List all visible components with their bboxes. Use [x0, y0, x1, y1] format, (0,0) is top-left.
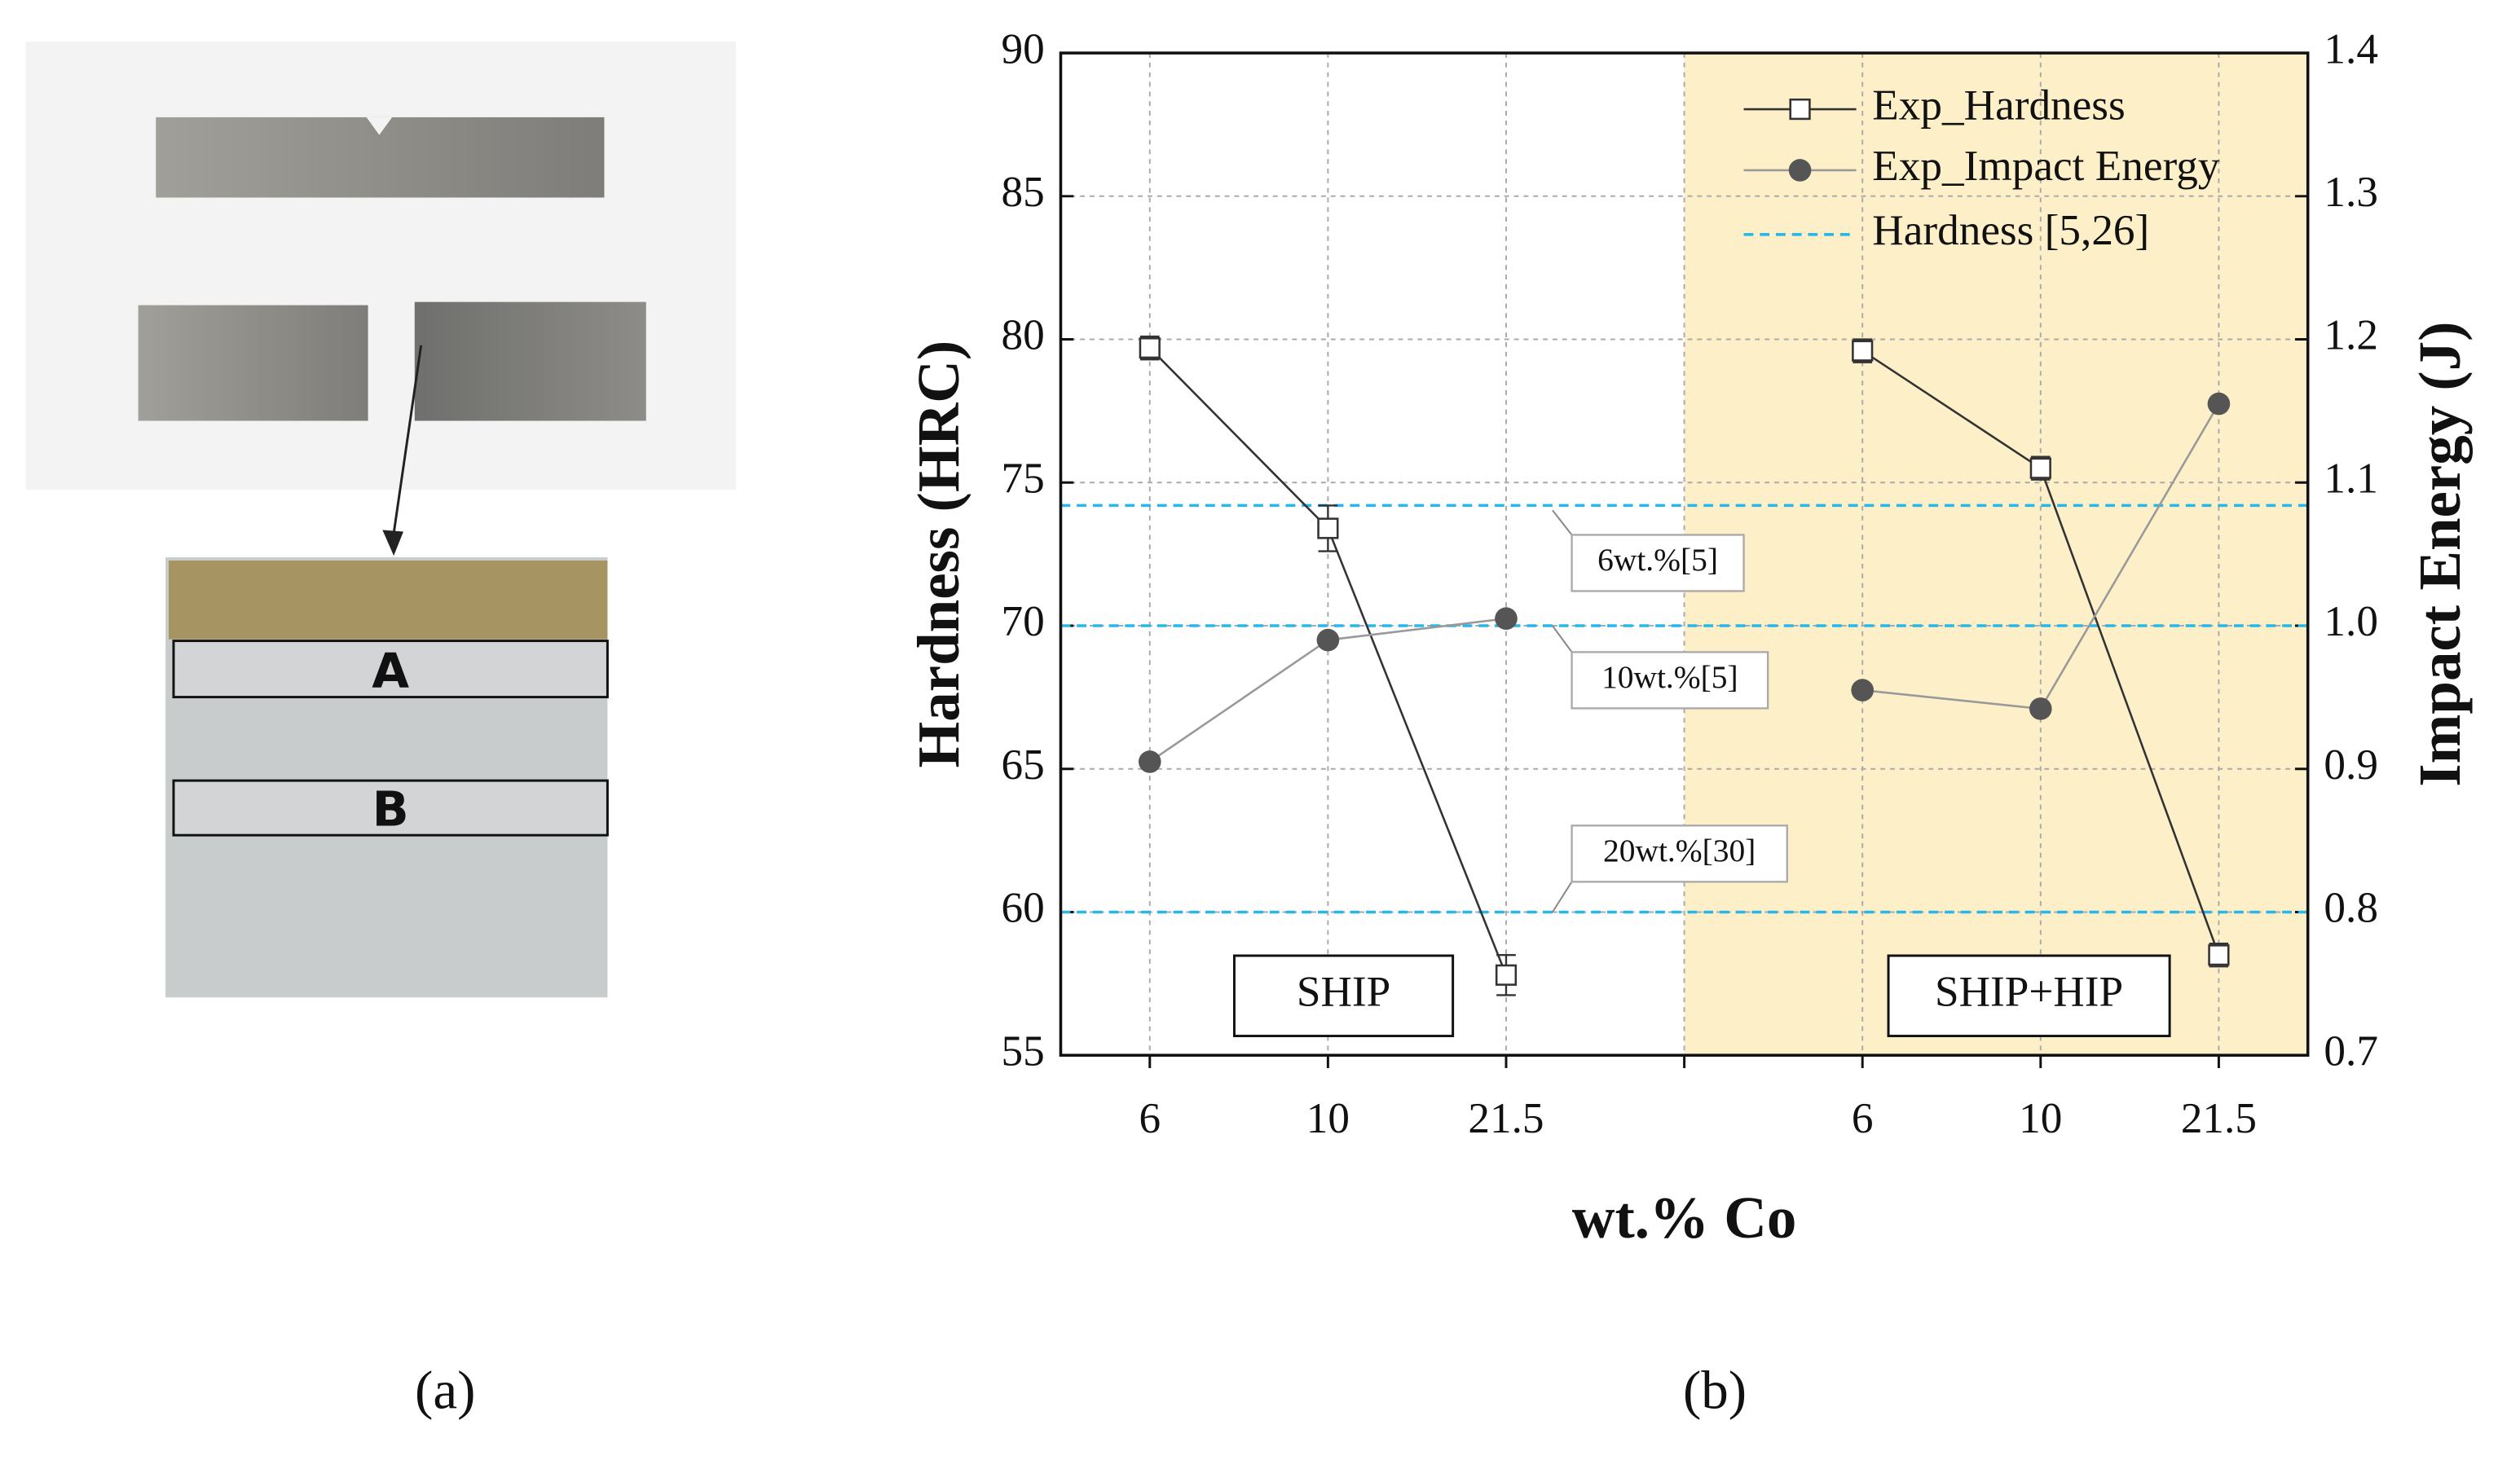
marker [1851, 679, 1874, 701]
y2-tick-label: 1.0 [2324, 597, 2378, 645]
legend-marker [1789, 98, 1811, 121]
region-box [172, 779, 609, 837]
y2-tick-label: 0.9 [2324, 741, 2378, 789]
x-tick-label: 6 [1852, 1094, 1874, 1142]
notch [366, 117, 393, 135]
y-tick-label: 65 [1002, 741, 1045, 789]
x-tick-label: 21.5 [1468, 1094, 1544, 1142]
x-tick-label: 21.5 [2181, 1094, 2257, 1142]
y2-tick-label: 0.8 [2324, 884, 2378, 932]
marker [2029, 457, 2051, 479]
plot-frame [1059, 51, 2310, 1057]
photo-panel: A B [25, 42, 737, 998]
fracture-surface [169, 561, 608, 640]
reference-label-box [1571, 825, 1788, 883]
y-tick-label: 85 [1002, 168, 1045, 216]
arrow-head [382, 530, 403, 556]
region-label: A [372, 643, 409, 699]
legend-label: Hardness [5,26] [1872, 206, 2149, 254]
photo-background [25, 42, 737, 490]
specimen-half [138, 305, 368, 421]
marker [1495, 607, 1518, 631]
x-tick-label: 10 [1306, 1094, 1350, 1142]
marker [1316, 628, 1340, 652]
reference-label: 6wt.%[5] [1597, 542, 1718, 578]
leader-line [1552, 881, 1573, 913]
y-tick-label: 90 [1002, 24, 1045, 73]
y2-tick-label: 0.7 [2324, 1027, 2378, 1075]
annotation: SHIP+HIP [1935, 967, 2123, 1015]
y2-tick-label: 1.1 [2324, 454, 2378, 502]
legend-marker [1788, 159, 1812, 182]
marker [1852, 340, 1874, 362]
leader-line [1552, 625, 1573, 653]
marker [1317, 517, 1339, 539]
panel-label: (a) [415, 1361, 475, 1421]
region-box [172, 640, 609, 699]
annotation-box [1232, 954, 1455, 1038]
legend-label: Exp_Hardness [1872, 81, 2125, 129]
shaded-region [1684, 53, 2308, 1056]
y2-tick-label: 1.3 [2324, 168, 2378, 216]
reference-label-box [1571, 651, 1769, 710]
legend-label: Exp_Impact Energy [1872, 142, 2220, 190]
y-tick-label: 70 [1002, 597, 1045, 645]
reference-label: 10wt.%[5] [1601, 659, 1738, 695]
y-tick-label: 55 [1002, 1027, 1045, 1075]
region-label: B [372, 781, 409, 838]
reference-label-box [1571, 534, 1745, 592]
marker [2208, 944, 2230, 966]
y-tick-label: 75 [1002, 454, 1045, 502]
marker [1139, 336, 1161, 359]
y-tick-label: 60 [1002, 884, 1045, 932]
specimen-half [414, 301, 646, 421]
x-tick-label: 6 [1139, 1094, 1161, 1142]
marker [2207, 392, 2231, 416]
y2-tick-label: 1.2 [2324, 311, 2378, 359]
y-axis-label: Hardness (HRC) [905, 341, 971, 768]
y2-tick-label: 1.4 [2324, 24, 2378, 73]
x-axis-label: wt.% Co [1572, 1185, 1797, 1251]
marker [1495, 964, 1518, 986]
marker [2029, 697, 2052, 720]
x-tick-label: 10 [2019, 1094, 2062, 1142]
reference-label: 20wt.%[30] [1603, 833, 1756, 869]
annotation-box [1887, 954, 2171, 1038]
arrow [392, 345, 423, 534]
annotation: SHIP [1297, 967, 1390, 1015]
y-tick-label: 80 [1002, 311, 1045, 359]
panel-label: (b) [1683, 1361, 1747, 1421]
y2-axis-label: Impact Energy (J) [2407, 322, 2473, 787]
marker [1138, 750, 1161, 773]
leader-line [1552, 509, 1573, 536]
